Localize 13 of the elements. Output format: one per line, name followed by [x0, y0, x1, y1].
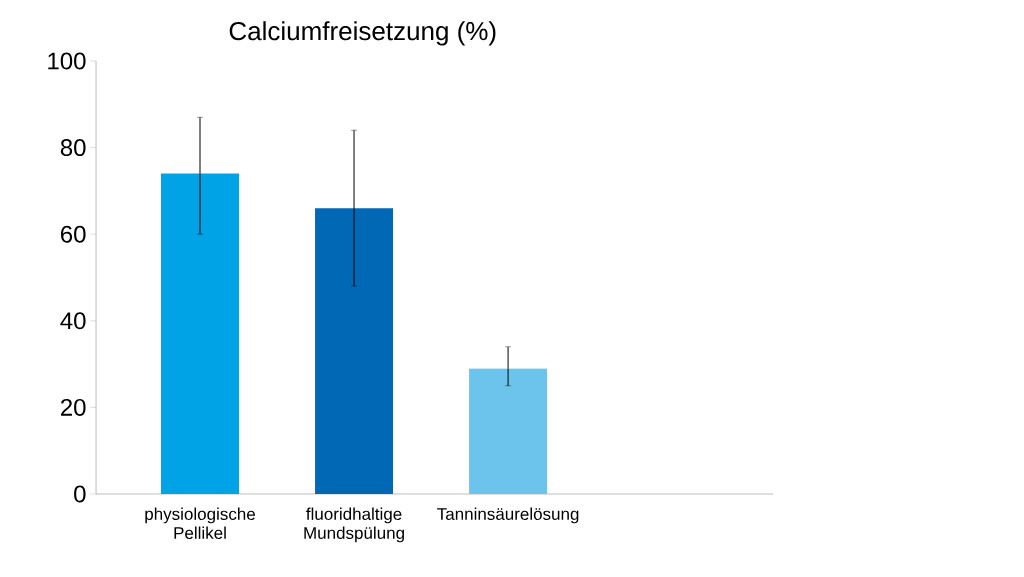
y-tick-label: 100 — [48, 52, 86, 70]
y-tick-label: 0 — [74, 485, 86, 503]
bar — [315, 208, 394, 494]
y-tick-label: 80 — [60, 139, 86, 157]
y-tick-label: 40 — [60, 312, 86, 330]
y-tick-label: 60 — [61, 225, 86, 243]
chart-title: Calciumfreisetzung (%) — [229, 21, 496, 46]
x-tick-label: Tanninsäurelösung — [437, 507, 579, 524]
y-tick-label: 20 — [61, 398, 86, 416]
x-tick-label: fluoridhaltige Mundspülung — [304, 507, 404, 543]
bar — [161, 173, 240, 494]
bar — [469, 368, 548, 494]
x-tick-label: physiologische Pellikel — [145, 507, 255, 540]
